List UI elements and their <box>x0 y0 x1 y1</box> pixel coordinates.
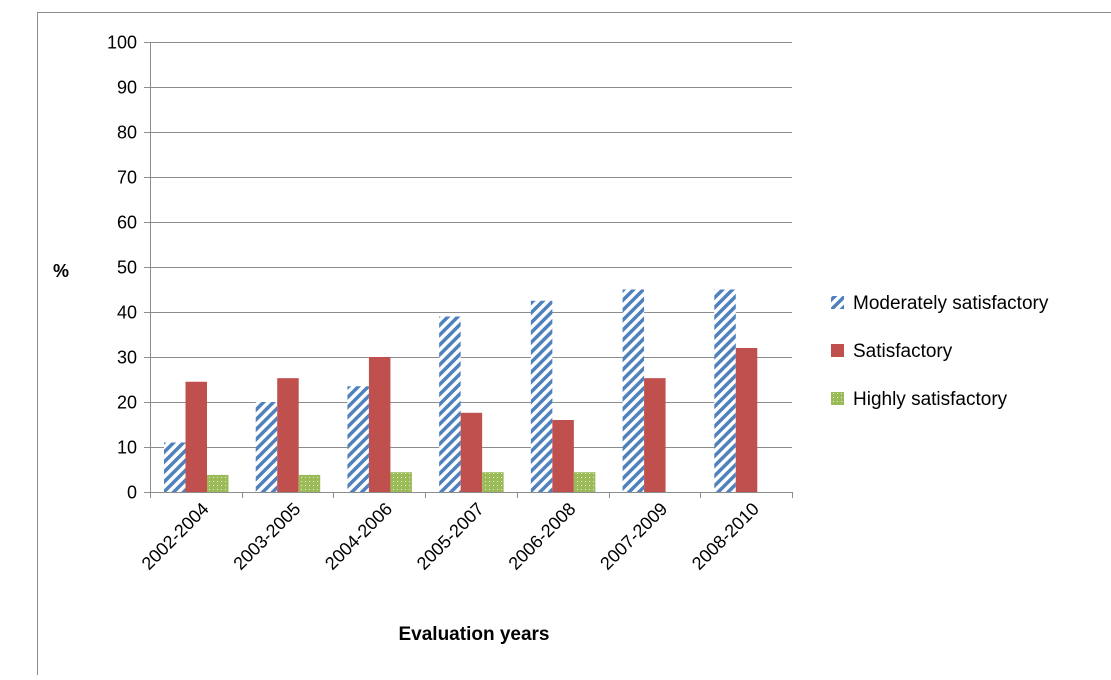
bar-highly-satisfactory-2004-2006 <box>390 472 412 492</box>
legend-label-highly-satisfactory: Highly satisfactory <box>853 389 1008 410</box>
x-axis-ticks: 2002-2004 2003-2005 2004-2006 2005-2007 2006… <box>138 492 793 574</box>
x-tick-label: 2003-2005 <box>229 499 304 574</box>
bar-moderately-satisfactory-2005-2007 <box>439 316 461 492</box>
y-tick-label: 0 <box>127 483 137 503</box>
bar-satisfactory-2004-2006 <box>368 357 391 492</box>
bar-moderately-satisfactory-2006-2008 <box>530 300 553 492</box>
bar-moderately-satisfactory-2004-2006 <box>347 386 369 492</box>
bar-highly-satisfactory-2005-2007 <box>482 472 504 492</box>
legend-label-satisfactory: Satisfactory <box>853 341 953 362</box>
bar-satisfactory-2008-2010 <box>735 348 758 492</box>
axes <box>150 42 792 493</box>
bar-moderately-satisfactory-2008-2010 <box>714 289 736 492</box>
bar-satisfactory-2006-2008 <box>552 420 574 492</box>
bar-satisfactory-2003-2005 <box>277 378 299 492</box>
bar-highly-satisfactory-2002-2004 <box>207 474 229 492</box>
bars <box>164 289 758 492</box>
bar-highly-satisfactory-2006-2008 <box>573 472 596 492</box>
bar-moderately-satisfactory-2007-2009 <box>622 289 645 492</box>
bar-satisfactory-2002-2004 <box>185 381 207 492</box>
y-tick-label: 30 <box>117 348 137 368</box>
y-tick-label: 70 <box>117 168 137 188</box>
bar-moderately-satisfactory-2002-2004 <box>164 442 186 492</box>
bar-moderately-satisfactory-2003-2005 <box>255 402 278 492</box>
y-tick-label: 20 <box>117 393 137 413</box>
y-tick-label: 90 <box>117 78 137 98</box>
y-tick-label: 100 <box>107 33 137 53</box>
y-axis-ticks: 0 10 20 30 40 50 60 70 80 90 100 <box>107 33 150 503</box>
legend-swatch-satisfactory <box>831 344 844 357</box>
legend-label-moderately-satisfactory: Moderately satisfactory <box>853 293 1049 314</box>
bar-highly-satisfactory-2003-2005 <box>298 474 321 492</box>
x-tick-label: 2006-2008 <box>505 499 580 574</box>
bar-satisfactory-2005-2007 <box>460 412 483 492</box>
legend-swatch-moderately-satisfactory <box>831 296 844 309</box>
x-tick-label: 2007-2009 <box>596 499 671 574</box>
y-tick-label: 60 <box>117 213 137 233</box>
y-tick-label: 10 <box>117 438 137 458</box>
x-tick-label: 2008-2010 <box>688 499 763 574</box>
y-tick-label: 80 <box>117 123 137 143</box>
x-tick-label: 2004-2006 <box>321 499 396 574</box>
legend-swatch-highly-satisfactory <box>831 392 844 405</box>
gridlines <box>150 42 792 448</box>
bar-satisfactory-2007-2009 <box>644 378 666 492</box>
x-tick-label: 2002-2004 <box>138 499 213 574</box>
y-tick-label: 50 <box>117 258 137 278</box>
legend: Moderately satisfactory Satisfactory Highl… <box>831 293 1049 410</box>
x-axis-label: Evaluation years <box>398 624 549 645</box>
y-axis-label: % <box>53 261 69 281</box>
y-tick-label: 40 <box>117 303 137 323</box>
x-tick-label: 2005-2007 <box>413 499 488 574</box>
